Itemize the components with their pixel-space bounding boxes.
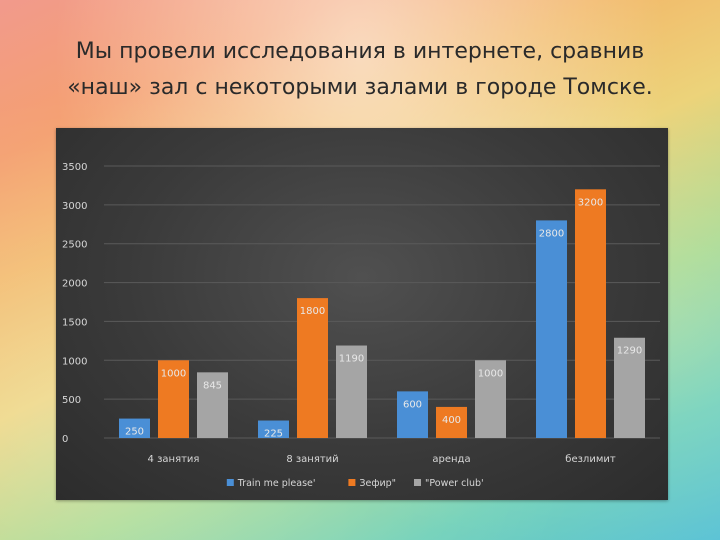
chart-canvas: 0 500 1000 1500 2000 2500 3000 3500 250 1000 845 4 … [62, 162, 660, 489]
data-label: 1000 [161, 368, 186, 379]
bar [158, 360, 189, 438]
data-label: 2800 [539, 228, 564, 239]
legend-label: "Power club' [425, 478, 484, 489]
data-label: 1000 [478, 368, 503, 379]
data-label: 845 [203, 380, 222, 391]
legend-swatch [226, 479, 234, 486]
y-tick-label: 2500 [62, 240, 87, 251]
y-tick-label: 0 [62, 434, 68, 445]
data-label: 225 [264, 429, 283, 440]
bar [297, 298, 328, 438]
data-label: 250 [125, 427, 144, 438]
bar [258, 420, 289, 438]
bar-chart: 0 500 1000 1500 2000 2500 3000 3500 250 1000 845 4 … [56, 128, 668, 500]
y-tick-label: 3000 [62, 201, 87, 212]
x-category-label: 8 занятий [286, 454, 338, 465]
bar [575, 189, 606, 438]
data-label: 1290 [617, 346, 642, 357]
data-label: 1800 [300, 306, 325, 317]
bar [336, 345, 367, 438]
bar [475, 360, 506, 438]
data-label: 1190 [339, 354, 364, 365]
data-label: 400 [442, 415, 461, 426]
bar [397, 391, 428, 438]
y-tick-label: 2000 [62, 279, 87, 290]
y-tick-label: 1000 [62, 356, 87, 367]
x-category-label: 4 занятия [148, 454, 200, 465]
y-tick-label: 1500 [62, 317, 87, 328]
slide-title: Мы провели исследования в интернете, сра… [67, 39, 653, 100]
x-category-label: безлимит [565, 454, 616, 465]
data-label: 3200 [578, 197, 603, 208]
legend-swatch [414, 479, 421, 486]
data-label: 600 [403, 399, 422, 410]
bar [614, 337, 645, 438]
bar [536, 220, 567, 438]
x-category-label: аренда [432, 454, 470, 465]
y-tick-label: 500 [62, 395, 81, 406]
bar [436, 406, 467, 438]
legend-label: Train me please' [237, 478, 316, 489]
bar [197, 372, 228, 438]
legend-label: Зефир" [359, 478, 396, 489]
y-tick-label: 3500 [62, 162, 87, 173]
bar [119, 418, 150, 438]
legend-swatch [348, 479, 356, 486]
